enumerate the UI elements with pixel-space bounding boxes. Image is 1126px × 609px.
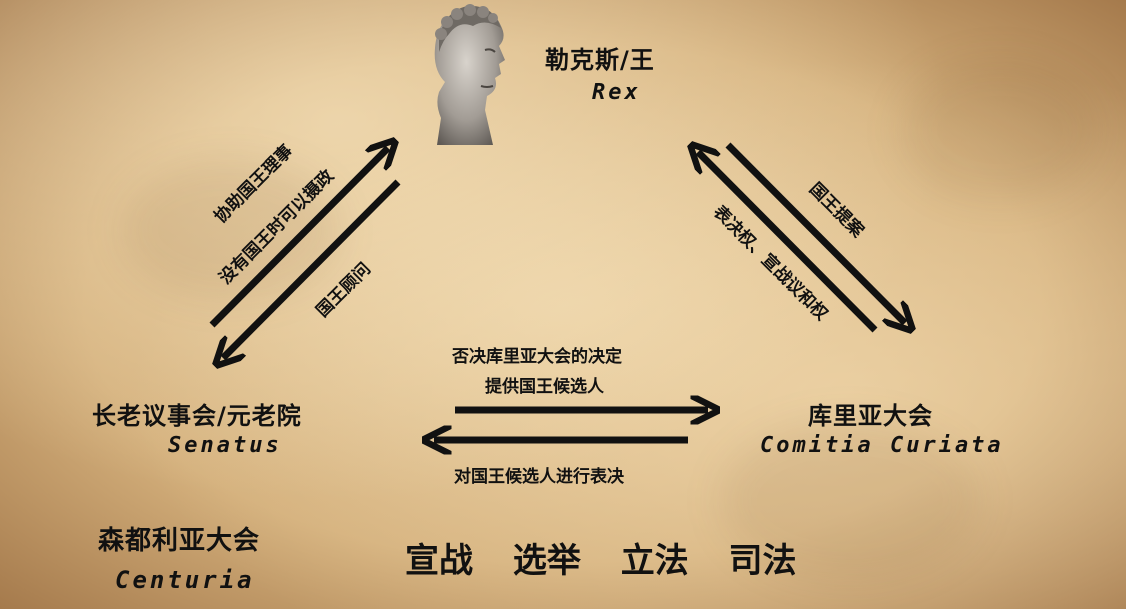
curiata-label-en: Comitia Curiata [760,433,1004,458]
arrow-rex-to-curiata [725,142,905,323]
power-item: 选举 [512,541,581,581]
middle-bottom-label: 对国王候选人进行表决 [454,467,624,487]
curiata-label-cn: 库里亚大会 [808,402,933,430]
arrow-curiata-to-rex [698,152,878,333]
rex-label-en: Rex [592,80,641,105]
middle-top-label-1: 否决库里亚大会的决定 [452,347,622,367]
arrow-senate-to-rex [209,148,388,328]
power-item: 立法 [620,541,689,581]
rex-bust-image [415,0,515,145]
rex-label-cn: 勒克斯/王 [545,46,655,74]
centuria-powers: 宣战 选举 立法 司法 [405,533,825,582]
centuria-label-en: Centuria [115,566,255,594]
middle-top-label-2: 提供国王候选人 [485,377,604,397]
senate-label-cn: 长老议事会/元老院 [92,402,302,430]
power-item: 司法 [728,541,797,581]
arrow-rex-to-senate [223,179,401,358]
power-item: 宣战 [405,541,473,581]
centuria-label-cn: 森都利亚大会 [98,526,261,556]
senate-label-en: Senatus [168,433,282,458]
